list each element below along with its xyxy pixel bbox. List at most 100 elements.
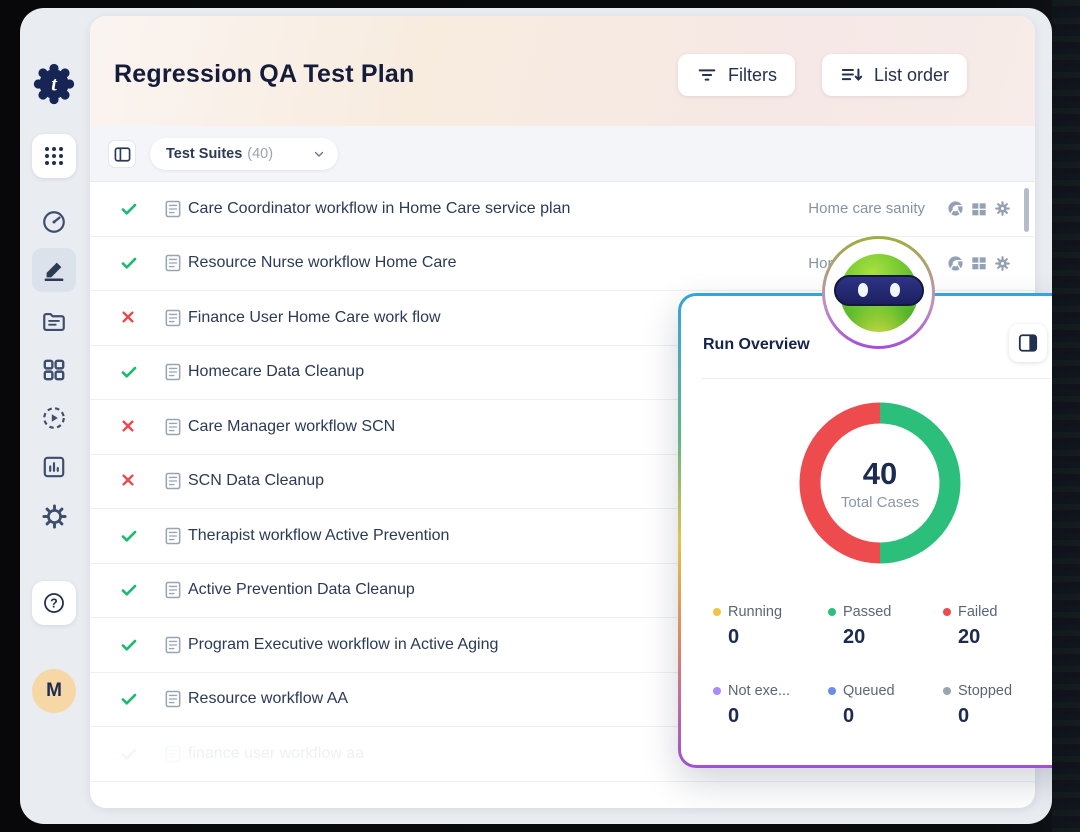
row-status xyxy=(120,418,138,436)
fail-x-icon xyxy=(122,311,134,323)
row-status xyxy=(120,745,138,763)
sidebar: t xyxy=(20,8,90,824)
bot-eye-left xyxy=(857,283,868,298)
row-title: Resource Nurse workflow Home Care xyxy=(188,254,457,272)
donut-failed-arc xyxy=(799,402,961,564)
sidebar-item-elements[interactable] xyxy=(32,348,76,392)
legend-label: Passed xyxy=(843,604,892,620)
test-case-doc-icon xyxy=(165,636,181,654)
bot-eye-right xyxy=(889,283,900,298)
run-overview-title: Run Overview xyxy=(703,336,810,353)
legend-value: 0 xyxy=(843,705,855,727)
row-tag: Home care sanity xyxy=(808,200,925,218)
test-case-doc-icon xyxy=(165,200,181,218)
sidebar-item-test-runs[interactable] xyxy=(32,396,76,440)
apps-grid-icon xyxy=(45,147,63,165)
legend-item: Stopped 0 xyxy=(943,683,1052,728)
pencil-icon xyxy=(44,262,64,282)
play-circle-icon xyxy=(43,407,65,429)
legend-value: 20 xyxy=(843,626,866,648)
gauge-icon xyxy=(43,211,65,233)
filter-icon xyxy=(698,69,716,81)
row-status xyxy=(120,200,138,218)
legend-dot xyxy=(713,687,721,695)
fail-x-icon xyxy=(122,474,134,486)
test-case-doc-icon xyxy=(165,581,181,599)
panel-collapse-button[interactable] xyxy=(1009,324,1047,362)
sidebar-item-dashboard[interactable] xyxy=(32,200,76,244)
avatar[interactable]: M xyxy=(32,669,76,713)
app-window: t xyxy=(20,8,1052,824)
run-overview-panel: Run Overview 40 Total Cases Running 0 xyxy=(678,293,1052,768)
legend-item: Queued 0 xyxy=(828,683,943,728)
row-status xyxy=(120,309,138,327)
sidebar-item-reports[interactable] xyxy=(32,445,76,489)
legend-dot xyxy=(943,608,951,616)
layout-panel-icon xyxy=(114,146,130,162)
row-title: Program Executive workflow in Active Agi… xyxy=(188,635,499,653)
test-case-doc-icon xyxy=(165,472,181,490)
legend-label: Failed xyxy=(958,604,998,620)
legend-item: Passed 20 xyxy=(828,604,943,649)
row-title: Care Coordinator workflow in Home Care s… xyxy=(188,199,571,217)
test-case-doc-icon xyxy=(165,690,181,708)
legend-value: 0 xyxy=(728,626,740,648)
test-case-doc-icon xyxy=(165,527,181,545)
row-title: SCN Data Cleanup xyxy=(188,472,325,490)
sidebar-item-repository[interactable] xyxy=(32,300,76,344)
list-order-button[interactable]: List order xyxy=(822,54,968,96)
test-case-doc-icon xyxy=(165,254,181,272)
sidebar-item-help[interactable]: ? xyxy=(32,581,76,625)
row-title: Resource workflow AA xyxy=(188,690,349,708)
testsigma-logo-icon: t xyxy=(33,63,75,105)
bot-visor-icon xyxy=(833,274,924,306)
collapse-panel-icon xyxy=(1018,334,1038,352)
test-case-doc-icon xyxy=(165,363,181,381)
row-title: Care Manager workflow SCN xyxy=(188,417,396,435)
sidebar-item-settings[interactable] xyxy=(32,494,76,538)
pass-check-icon xyxy=(121,639,137,651)
test-case-doc-icon xyxy=(165,418,181,436)
legend-dot xyxy=(828,608,836,616)
legend-label: Running xyxy=(728,604,783,620)
run-donut-chart xyxy=(799,402,961,564)
suites-dropdown-count: (40) xyxy=(247,146,274,162)
row-title: Homecare Data Cleanup xyxy=(188,363,365,381)
row-status xyxy=(120,254,138,272)
pass-check-icon xyxy=(121,530,137,542)
row-title: Active Prevention Data Cleanup xyxy=(188,581,415,599)
row-status xyxy=(120,363,138,381)
total-cases-label: Total Cases xyxy=(840,493,920,511)
row-status xyxy=(120,636,138,654)
table-row[interactable]: Care Coordinator workflow in Home Care s… xyxy=(90,182,1035,237)
total-cases-value: 40 xyxy=(862,455,898,491)
bar-chart-icon xyxy=(43,456,65,478)
logo-letter: t xyxy=(51,73,58,95)
collapse-sidebar-button[interactable] xyxy=(108,140,136,168)
pass-check-icon xyxy=(121,258,137,269)
scrollbar-thumb[interactable] xyxy=(1024,188,1029,232)
bot-mascot[interactable] xyxy=(822,236,935,349)
sort-icon xyxy=(841,68,863,81)
pass-check-icon xyxy=(121,748,137,760)
row-title: finance user workflow aa xyxy=(188,744,365,762)
windows-icon xyxy=(972,257,986,270)
chrome-icon xyxy=(948,201,963,216)
suites-dropdown[interactable]: Test Suites (40) xyxy=(150,138,338,170)
legend-item: Not exe... 0 xyxy=(713,683,828,728)
filters-button[interactable]: Filters xyxy=(678,54,795,96)
legend-item: Running 0 xyxy=(713,604,828,649)
legend-value: 0 xyxy=(958,705,970,727)
sidebar-item-editor[interactable] xyxy=(32,248,76,292)
avatar-initial: M xyxy=(46,680,62,701)
windows-icon xyxy=(972,203,986,216)
legend-label: Not exe... xyxy=(728,683,791,699)
sidebar-item-apps[interactable] xyxy=(32,134,76,178)
row-title: Finance User Home Care work flow xyxy=(188,308,441,326)
page-title: Regression QA Test Plan xyxy=(114,60,415,88)
fail-x-icon xyxy=(122,420,134,432)
four-squares-icon xyxy=(43,359,65,381)
panel-divider xyxy=(701,378,1052,379)
gear-icon xyxy=(41,503,67,529)
pass-check-icon xyxy=(121,694,137,705)
